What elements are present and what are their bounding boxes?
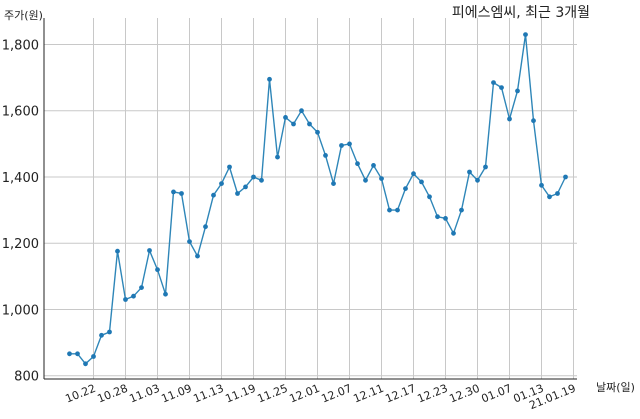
data-point xyxy=(523,32,528,37)
data-point xyxy=(323,153,328,158)
data-point xyxy=(315,129,320,135)
x-tick-label: 11.09 xyxy=(160,382,194,406)
data-point xyxy=(275,154,280,160)
data-point xyxy=(395,207,400,213)
x-tick-label: 11.19 xyxy=(224,382,258,406)
data-point xyxy=(555,191,560,196)
data-point xyxy=(507,116,512,122)
x-tick-label: 01.07 xyxy=(480,382,514,406)
data-point xyxy=(427,194,432,200)
data-point xyxy=(163,291,168,297)
data-point xyxy=(139,285,144,290)
data-point xyxy=(195,253,200,259)
data-point xyxy=(243,184,248,190)
data-point xyxy=(347,141,352,147)
data-point xyxy=(99,332,104,338)
data-point xyxy=(483,164,488,170)
y-tick-label: 1,200 xyxy=(2,237,39,252)
y-tick-label: 1,000 xyxy=(2,303,39,318)
data-point xyxy=(171,189,176,195)
data-point xyxy=(227,164,232,170)
data-point xyxy=(259,177,264,183)
y-tick-label: 1,600 xyxy=(2,105,39,120)
data-point xyxy=(155,267,160,273)
data-point xyxy=(179,191,184,196)
data-point xyxy=(531,118,536,124)
data-point xyxy=(299,108,304,114)
grid-lines xyxy=(44,18,577,379)
y-tick-label: 1,400 xyxy=(2,171,39,186)
x-axis-label: 날짜(일) xyxy=(596,380,635,394)
data-point xyxy=(419,179,424,185)
price-points xyxy=(67,32,568,367)
data-point xyxy=(515,88,520,94)
y-axis-label: 주가(원) xyxy=(4,9,43,22)
data-point xyxy=(187,239,192,245)
x-tick-label: 12.30 xyxy=(448,382,482,406)
data-point xyxy=(403,186,408,192)
data-point xyxy=(547,194,552,200)
data-point xyxy=(467,169,472,175)
data-point xyxy=(291,121,296,127)
data-point xyxy=(131,293,136,299)
data-point xyxy=(147,248,152,253)
data-point xyxy=(83,361,88,367)
data-point xyxy=(491,80,496,85)
data-point xyxy=(451,230,456,236)
data-point xyxy=(379,176,384,182)
x-tick-labels: 10.2210.2811.0311.0911.1311.1911.2512.01… xyxy=(64,382,578,412)
data-point xyxy=(235,191,240,196)
data-point xyxy=(115,248,120,254)
data-point xyxy=(363,177,368,183)
x-tick-label: 10.22 xyxy=(64,382,98,406)
data-point xyxy=(107,329,112,335)
data-point xyxy=(355,161,360,167)
data-point xyxy=(387,207,392,213)
data-point xyxy=(339,143,344,148)
data-point xyxy=(499,85,504,90)
x-tick-label: 10.28 xyxy=(96,382,130,406)
data-point xyxy=(283,115,288,120)
data-point xyxy=(75,351,80,357)
y-tick-label: 1,800 xyxy=(2,38,39,53)
data-point xyxy=(371,163,376,168)
data-point xyxy=(459,207,464,213)
data-point xyxy=(435,214,440,220)
data-point xyxy=(475,177,480,183)
data-point xyxy=(211,192,216,198)
data-point xyxy=(267,76,272,82)
data-point xyxy=(563,174,568,180)
data-point xyxy=(539,182,544,188)
data-point xyxy=(331,181,336,187)
data-point xyxy=(123,297,128,302)
x-tick-label: 11.25 xyxy=(256,382,290,406)
x-tick-label: 12.07 xyxy=(320,382,354,406)
x-tick-label: 11.13 xyxy=(192,382,226,406)
data-point xyxy=(203,224,208,230)
data-point xyxy=(219,181,224,187)
y-tick-label: 800 xyxy=(14,370,39,385)
x-tick-label: 11.03 xyxy=(128,382,162,406)
chart-title: 피에스엠씨, 최근 3개월 xyxy=(452,5,590,21)
x-tick-label: 12.23 xyxy=(416,382,450,406)
x-tick-label: 12.01 xyxy=(288,382,322,406)
data-point xyxy=(67,351,72,357)
data-point xyxy=(443,216,448,221)
data-point xyxy=(411,171,416,177)
data-point xyxy=(251,174,256,180)
data-point xyxy=(91,354,96,359)
x-tick-label: 12.11 xyxy=(352,382,386,406)
x-tick-label: 12.17 xyxy=(384,382,418,406)
y-tick-labels: 800 1,000 1,200 1,400 1,600 1,800 xyxy=(2,38,39,384)
data-point xyxy=(307,121,312,127)
